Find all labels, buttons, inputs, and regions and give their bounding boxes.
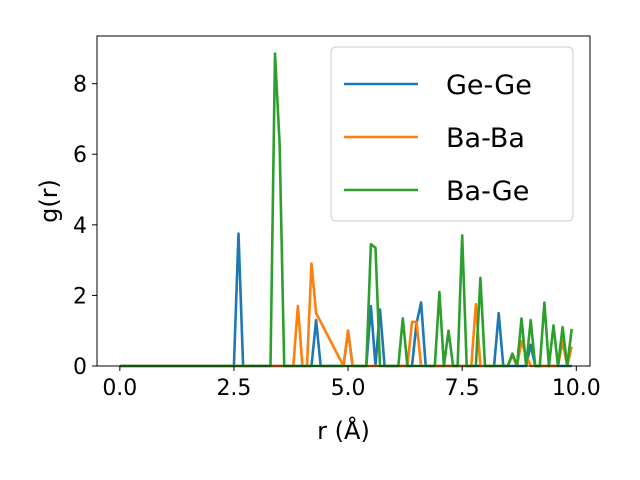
legend-label-ba-ba: Ba-Ba bbox=[446, 123, 525, 154]
y-axis-label: g(r) bbox=[35, 179, 63, 223]
y-tick-label: 0 bbox=[73, 355, 87, 380]
x-tick-label: 5.0 bbox=[331, 376, 366, 401]
plot-frame bbox=[96, 35, 591, 367]
y-tick-label: 4 bbox=[73, 214, 87, 239]
legend-label-ba-ge: Ba-Ge bbox=[446, 176, 529, 207]
legend: Ge-Ge Ba-Ba Ba-Ge bbox=[330, 46, 574, 222]
y-tick-label: 2 bbox=[73, 284, 87, 309]
y-tick-label: 8 bbox=[73, 73, 87, 98]
x-tick-label: 0.0 bbox=[102, 376, 137, 401]
x-tick-label: 7.5 bbox=[445, 376, 480, 401]
legend-label-ge-ge: Ge-Ge bbox=[446, 70, 532, 101]
series-line-ba-ge bbox=[119, 52, 573, 368]
x-axis-label: r (Å) bbox=[317, 416, 370, 445]
x-axis-ticks: 0.0 2.5 5.0 7.5 10.0 bbox=[102, 366, 601, 401]
y-axis-ticks: 0 2 4 6 8 bbox=[73, 73, 97, 380]
x-tick-label: 10.0 bbox=[552, 376, 601, 401]
x-tick-label: 2.5 bbox=[216, 376, 251, 401]
legend-box bbox=[330, 46, 574, 222]
y-tick-label: 6 bbox=[73, 143, 87, 168]
